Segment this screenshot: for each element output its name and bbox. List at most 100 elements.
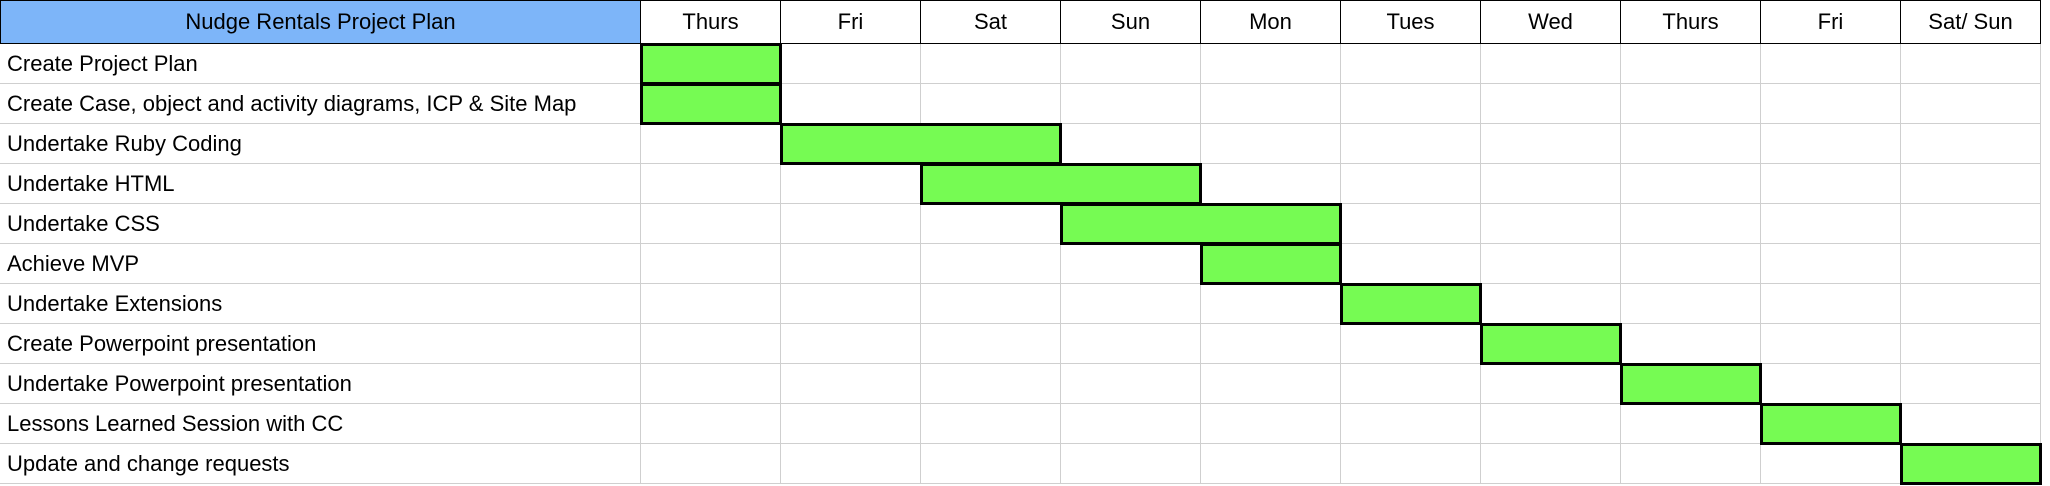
grid-cell[interactable] <box>1061 84 1201 124</box>
grid-cell[interactable] <box>1341 324 1481 364</box>
grid-cell[interactable] <box>1901 244 2041 284</box>
grid-cell[interactable] <box>1201 404 1341 444</box>
grid-cell[interactable] <box>781 404 921 444</box>
grid-cell[interactable] <box>1481 284 1621 324</box>
grid-cell[interactable] <box>1341 364 1481 404</box>
grid-cell[interactable] <box>921 44 1061 84</box>
grid-cell[interactable] <box>1621 404 1761 444</box>
day-header-cell[interactable]: Thurs <box>641 0 781 44</box>
grid-cell[interactable] <box>1761 204 1901 244</box>
grid-cell[interactable] <box>1201 164 1341 204</box>
grid-cell[interactable] <box>641 364 781 404</box>
grid-cell[interactable] <box>921 324 1061 364</box>
grid-cell[interactable] <box>641 324 781 364</box>
grid-cell[interactable] <box>1061 124 1201 164</box>
grid-cell[interactable] <box>781 244 921 284</box>
gantt-bar[interactable] <box>780 123 1062 165</box>
grid-cell[interactable] <box>1621 324 1761 364</box>
gantt-bar[interactable] <box>1620 363 1762 405</box>
grid-cell[interactable] <box>1901 44 2041 84</box>
task-label-cell[interactable]: Create Project Plan <box>0 44 641 84</box>
grid-cell[interactable] <box>1201 124 1341 164</box>
grid-cell[interactable] <box>921 364 1061 404</box>
grid-cell[interactable] <box>1761 444 1901 484</box>
grid-cell[interactable] <box>921 284 1061 324</box>
grid-cell[interactable] <box>1061 444 1201 484</box>
grid-cell[interactable] <box>1621 164 1761 204</box>
grid-cell[interactable] <box>1901 124 2041 164</box>
grid-cell[interactable] <box>781 284 921 324</box>
grid-cell[interactable] <box>1761 124 1901 164</box>
grid-cell[interactable] <box>1901 284 2041 324</box>
grid-cell[interactable] <box>1201 84 1341 124</box>
task-label-cell[interactable]: Undertake HTML <box>0 164 641 204</box>
grid-cell[interactable] <box>1341 404 1481 444</box>
grid-cell[interactable] <box>641 124 781 164</box>
grid-cell[interactable] <box>1061 324 1201 364</box>
grid-cell[interactable] <box>1481 244 1621 284</box>
task-label-cell[interactable]: Undertake Ruby Coding <box>0 124 641 164</box>
grid-cell[interactable] <box>1621 84 1761 124</box>
day-header-cell[interactable]: Sun <box>1061 0 1201 44</box>
grid-cell[interactable] <box>1761 84 1901 124</box>
grid-cell[interactable] <box>1481 124 1621 164</box>
day-header-cell[interactable]: Sat/ Sun <box>1901 0 2041 44</box>
grid-cell[interactable] <box>1341 204 1481 244</box>
task-label-cell[interactable]: Achieve MVP <box>0 244 641 284</box>
grid-cell[interactable] <box>781 324 921 364</box>
grid-cell[interactable] <box>921 84 1061 124</box>
gantt-bar[interactable] <box>1900 443 2042 485</box>
day-header-cell[interactable]: Tues <box>1341 0 1481 44</box>
grid-cell[interactable] <box>1341 84 1481 124</box>
grid-cell[interactable] <box>1901 404 2041 444</box>
grid-cell[interactable] <box>781 84 921 124</box>
grid-cell[interactable] <box>1201 324 1341 364</box>
grid-cell[interactable] <box>1481 44 1621 84</box>
grid-cell[interactable] <box>781 364 921 404</box>
task-label-cell[interactable]: Undertake Powerpoint presentation <box>0 364 641 404</box>
grid-cell[interactable] <box>1901 84 2041 124</box>
day-header-cell[interactable]: Mon <box>1201 0 1341 44</box>
task-label-cell[interactable]: Undertake CSS <box>0 204 641 244</box>
day-header-cell[interactable]: Thurs <box>1621 0 1761 44</box>
gantt-bar[interactable] <box>1760 403 1902 445</box>
grid-cell[interactable] <box>641 284 781 324</box>
grid-cell[interactable] <box>641 164 781 204</box>
grid-cell[interactable] <box>641 444 781 484</box>
grid-cell[interactable] <box>1061 284 1201 324</box>
grid-cell[interactable] <box>781 164 921 204</box>
grid-cell[interactable] <box>1481 404 1621 444</box>
gantt-bar[interactable] <box>1200 243 1342 285</box>
grid-cell[interactable] <box>1621 44 1761 84</box>
gantt-bar[interactable] <box>640 43 782 85</box>
grid-cell[interactable] <box>1481 444 1621 484</box>
grid-cell[interactable] <box>1061 244 1201 284</box>
task-label-cell[interactable]: Lessons Learned Session with CC <box>0 404 641 444</box>
gantt-bar[interactable] <box>1480 323 1622 365</box>
gantt-bar[interactable] <box>1340 283 1482 325</box>
grid-cell[interactable] <box>1061 44 1201 84</box>
task-label-cell[interactable]: Update and change requests <box>0 444 641 484</box>
grid-cell[interactable] <box>1201 284 1341 324</box>
day-header-cell[interactable]: Sat <box>921 0 1061 44</box>
grid-cell[interactable] <box>1621 124 1761 164</box>
grid-cell[interactable] <box>1061 404 1201 444</box>
grid-cell[interactable] <box>1061 364 1201 404</box>
grid-cell[interactable] <box>1761 324 1901 364</box>
grid-cell[interactable] <box>1621 204 1761 244</box>
grid-cell[interactable] <box>1761 284 1901 324</box>
grid-cell[interactable] <box>1201 364 1341 404</box>
grid-cell[interactable] <box>641 244 781 284</box>
grid-cell[interactable] <box>781 444 921 484</box>
grid-cell[interactable] <box>1761 244 1901 284</box>
grid-cell[interactable] <box>1901 364 2041 404</box>
task-label-cell[interactable]: Create Case, object and activity diagram… <box>0 84 641 124</box>
grid-cell[interactable] <box>781 44 921 84</box>
grid-cell[interactable] <box>1481 364 1621 404</box>
grid-cell[interactable] <box>1621 284 1761 324</box>
grid-cell[interactable] <box>641 204 781 244</box>
grid-cell[interactable] <box>921 444 1061 484</box>
grid-cell[interactable] <box>1341 244 1481 284</box>
grid-cell[interactable] <box>1621 444 1761 484</box>
grid-cell[interactable] <box>1341 444 1481 484</box>
